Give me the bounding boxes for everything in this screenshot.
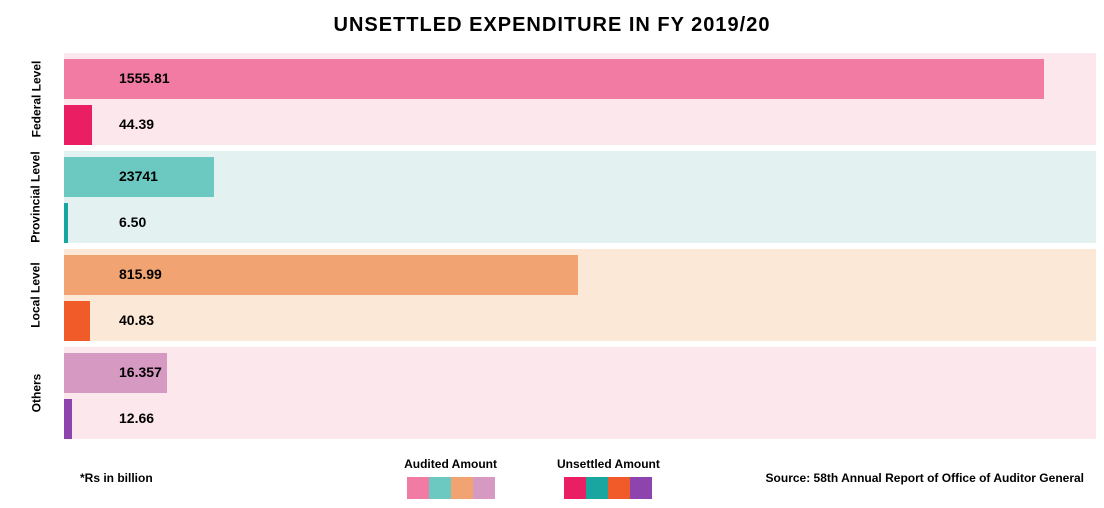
- unsettled-value-label: 6.50: [119, 214, 146, 230]
- category-label: Provincial Level: [8, 151, 64, 243]
- legend-swatch: [630, 477, 652, 499]
- category-bars: 1555.81 44.39: [64, 53, 1096, 145]
- audited-value-label: 16.357: [119, 364, 162, 380]
- category-label: Others: [8, 347, 64, 439]
- chart-container: UNSETTLED EXPENDITURE IN FY 2019/20 Fede…: [0, 0, 1104, 499]
- unsettled-value-label: 40.83: [119, 312, 154, 328]
- category-label: Federal Level: [8, 53, 64, 145]
- category-bars: 16.357 12.66: [64, 347, 1096, 439]
- source-text: Source: 58th Annual Report of Office of …: [764, 457, 1084, 485]
- legend-swatch: [586, 477, 608, 499]
- legend-swatch: [564, 477, 586, 499]
- chart-title: UNSETTLED EXPENDITURE IN FY 2019/20: [0, 0, 1104, 53]
- legend-unsettled-label: Unsettled Amount: [557, 457, 660, 471]
- legend-swatch: [473, 477, 495, 499]
- legend: Audited Amount Unsettled Amount: [300, 457, 764, 499]
- audited-value-label: 1555.81: [119, 70, 170, 86]
- legend-swatch: [608, 477, 630, 499]
- legend-unsettled: Unsettled Amount: [557, 457, 660, 499]
- category-row: Federal Level 1555.81 44.39: [8, 53, 1096, 145]
- footnote: *Rs in billion: [80, 457, 300, 485]
- category-label: Local Level: [8, 249, 64, 341]
- audited-value-label: 23741: [119, 168, 158, 184]
- legend-audited-swatches: [404, 477, 497, 499]
- legend-unsettled-swatches: [557, 477, 660, 499]
- legend-audited-label: Audited Amount: [404, 457, 497, 471]
- unsettled-value-label: 44.39: [119, 116, 154, 132]
- chart-footer: *Rs in billion Audited Amount Unsettled …: [0, 445, 1104, 499]
- audited-bar: [64, 59, 1044, 99]
- legend-swatch: [451, 477, 473, 499]
- category-row: Local Level 815.99 40.83: [8, 249, 1096, 341]
- unsettled-bar: [64, 203, 68, 243]
- legend-swatch: [407, 477, 429, 499]
- audited-value-label: 815.99: [119, 266, 162, 282]
- unsettled-bar: [64, 301, 90, 341]
- legend-swatch: [429, 477, 451, 499]
- legend-audited: Audited Amount: [404, 457, 497, 499]
- category-row: Provincial Level 23741 6.50: [8, 151, 1096, 243]
- unsettled-value-label: 12.66: [119, 410, 154, 426]
- category-bars: 815.99 40.83: [64, 249, 1096, 341]
- unsettled-bar: [64, 105, 92, 145]
- category-bars: 23741 6.50: [64, 151, 1096, 243]
- chart-plot-area: Federal Level 1555.81 44.39 Provincial Leve…: [0, 53, 1104, 439]
- category-row: Others 16.357 12.66: [8, 347, 1096, 439]
- unsettled-bar: [64, 399, 72, 439]
